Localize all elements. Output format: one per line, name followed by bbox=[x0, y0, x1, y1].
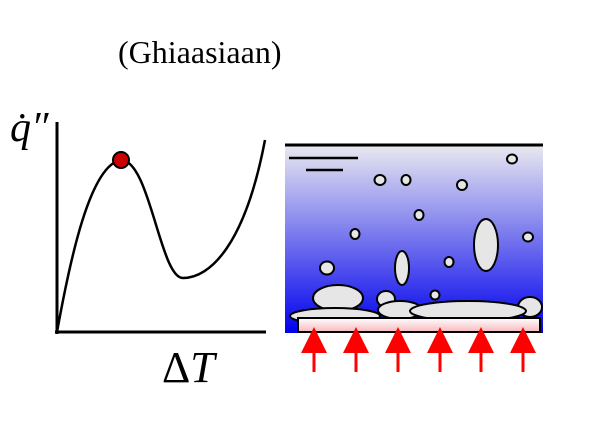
boiling-curve-plot bbox=[55, 122, 267, 334]
heat-flux-axis-label: q̇″ bbox=[10, 105, 49, 151]
source-credit: (Ghiaasiaan) bbox=[118, 34, 282, 70]
vapor-bubble bbox=[319, 260, 335, 276]
vapor-bubble bbox=[473, 218, 499, 272]
vapor-bubble bbox=[400, 174, 412, 186]
vapor-bubble bbox=[349, 228, 361, 240]
temperature-symbol: T bbox=[190, 343, 215, 392]
delta-symbol: Δ bbox=[162, 343, 191, 392]
vapor-bubble bbox=[522, 231, 534, 243]
vapor-bubble bbox=[456, 179, 468, 191]
heat-arrow bbox=[468, 327, 494, 372]
vapor-bubble bbox=[373, 174, 387, 186]
critical-heat-flux-marker bbox=[112, 151, 130, 169]
vapor-bubble bbox=[443, 256, 455, 268]
heat-arrow bbox=[427, 327, 453, 372]
heat-arrow bbox=[301, 327, 327, 372]
heated-surface bbox=[297, 317, 541, 333]
vapor-bubble bbox=[506, 153, 518, 165]
pool-boiling-schematic bbox=[285, 143, 543, 372]
vapor-bubble bbox=[394, 250, 410, 286]
vapor-bubble bbox=[429, 289, 441, 301]
temperature-difference-axis-label: ΔT bbox=[162, 342, 215, 393]
vapor-bubble bbox=[413, 209, 425, 221]
vapor-bubbles bbox=[289, 153, 543, 325]
heat-arrow bbox=[510, 327, 536, 372]
boiling-curve-line bbox=[55, 139, 267, 333]
heat-arrow bbox=[385, 327, 411, 372]
heat-arrow bbox=[343, 327, 369, 372]
heat-input-arrows bbox=[301, 327, 536, 372]
